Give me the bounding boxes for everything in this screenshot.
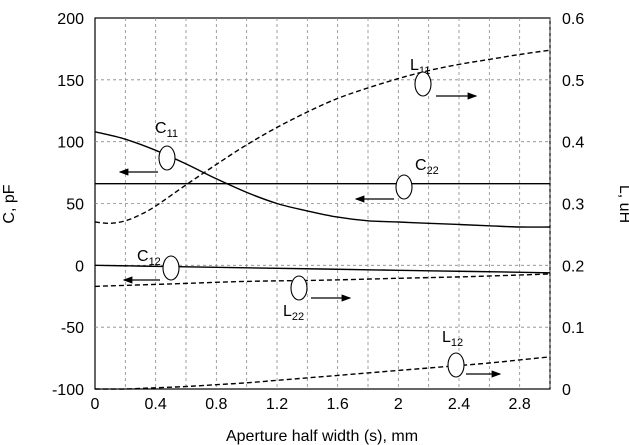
series-c11-line: [94, 131, 551, 228]
annotation-c22: C22: [354, 157, 439, 203]
x-tick-label: 1.6: [327, 396, 349, 413]
annotation-l12: L12: [442, 329, 502, 378]
x-axis-title: Aperture half width (s), mm: [226, 428, 418, 445]
annotation-label: C22: [415, 157, 439, 177]
y2-axis-title: L, uH: [616, 185, 629, 223]
y-tick-label: 0: [75, 258, 84, 275]
annotation-label: C11: [155, 120, 178, 140]
y2-tick-label: 0.4: [562, 135, 584, 152]
series-lines: [94, 49, 551, 390]
y2-tick-label: 0.6: [562, 11, 584, 28]
y-tick-label: -50: [61, 320, 84, 337]
series-l11-line: [94, 49, 551, 225]
tick-labels: 0 0.4 0.8 1.2 1.6 2 2.4 2.8 200 150 100 50 0 -50 -100 0…: [52, 11, 584, 413]
x-tick-label: 2.4: [448, 396, 470, 413]
x-tick-label: 0.4: [145, 396, 167, 413]
y2-tick-label: 0.3: [562, 197, 584, 214]
annotation-ellipse: [158, 145, 176, 171]
annotation-ellipse: [447, 352, 465, 378]
annotation-c12: C12: [122, 248, 180, 284]
annotation-label: L22: [283, 303, 304, 323]
series-l22-line: [94, 273, 551, 288]
annotation-l11: L11: [410, 57, 478, 100]
annotation-label: L12: [442, 329, 463, 349]
x-tick-label: 0.8: [205, 396, 227, 413]
annotation-subscript: 11: [167, 128, 178, 140]
annotation-subscript: 12: [149, 256, 161, 268]
annotation-label: C12: [137, 248, 161, 268]
y-tick-label: -100: [52, 382, 84, 399]
y-axis-title: C, pF: [1, 184, 18, 223]
y2-tick-label: 0.5: [562, 73, 584, 90]
y-tick-label: 150: [57, 73, 84, 90]
annotation-c11: C11: [118, 120, 178, 176]
y-tick-label: 100: [57, 135, 84, 152]
annotation-ellipse: [290, 275, 308, 301]
y-tick-label: 200: [57, 11, 84, 28]
series-l12-line: [94, 356, 551, 390]
grid-lines: [95, 18, 551, 389]
annotation-subscript: 12: [451, 337, 463, 349]
x-tick-label: 2: [394, 396, 403, 413]
x-tick-label: 1.2: [266, 396, 288, 413]
annotation-ellipse: [414, 71, 432, 97]
y2-tick-label: 0.2: [562, 258, 584, 275]
x-tick-label: 2.8: [509, 396, 531, 413]
annotation-ellipse: [162, 255, 180, 281]
x-tick-label: 0: [91, 396, 100, 413]
annotations: C11 C22 C12 L11 L22 L12: [118, 57, 502, 378]
annotation-ellipse: [395, 174, 413, 200]
y2-tick-label: 0: [562, 382, 571, 399]
annotation-l22: L22: [283, 275, 352, 323]
annotation-subscript: 22: [427, 165, 439, 177]
y2-tick-label: 0.1: [562, 320, 584, 337]
y-tick-label: 50: [66, 197, 84, 214]
annotation-subscript: 22: [292, 311, 304, 323]
annotation-subscript: 11: [419, 65, 430, 77]
